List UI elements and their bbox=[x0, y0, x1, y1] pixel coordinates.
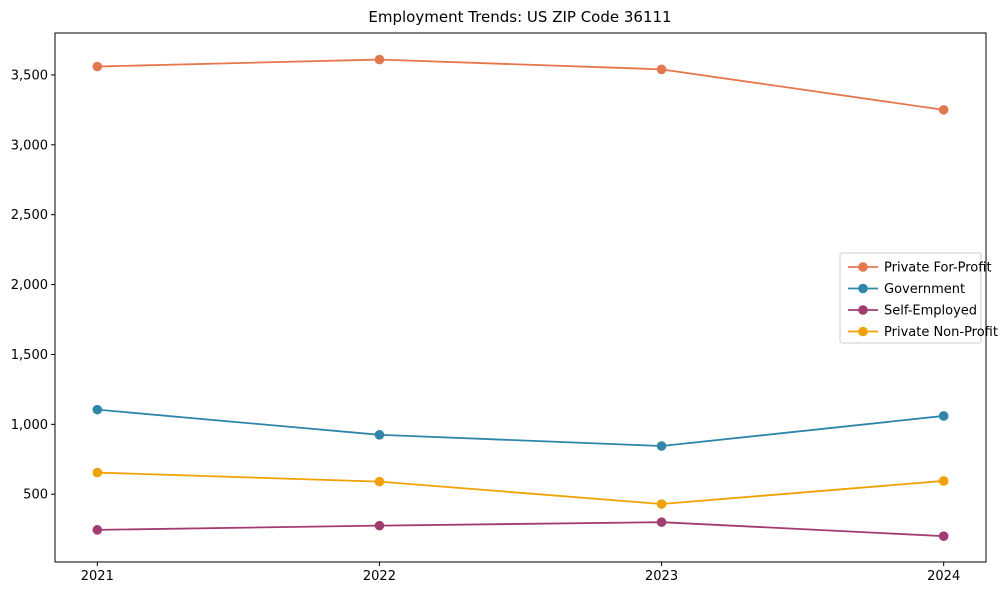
data-point bbox=[938, 411, 949, 421]
legend: Private For-Profit Government Self-Employe… bbox=[839, 252, 998, 344]
data-point bbox=[656, 441, 667, 451]
data-point bbox=[92, 404, 103, 415]
y-tick-label: 3,500 bbox=[11, 68, 48, 83]
data-point bbox=[374, 476, 385, 487]
data-point bbox=[374, 520, 385, 531]
legend-box bbox=[839, 252, 982, 344]
x-tick-label: 2023 bbox=[645, 569, 678, 584]
plot-series bbox=[92, 54, 949, 541]
legend-label: Self-Employed bbox=[884, 304, 977, 319]
data-point bbox=[938, 531, 949, 541]
legend-marker bbox=[858, 326, 868, 337]
legend-label: Government bbox=[884, 282, 965, 297]
data-point bbox=[374, 54, 385, 65]
legend-label: Private Non-Profit bbox=[884, 325, 998, 340]
data-point bbox=[938, 105, 949, 115]
series-line bbox=[97, 521, 944, 538]
data-point bbox=[92, 525, 103, 535]
y-tick-label: 500 bbox=[23, 488, 48, 503]
y-tick-label: 2,500 bbox=[11, 208, 48, 223]
y-axis: 500 1,000 1,500 2,000 2,500 3,000 3,500 bbox=[11, 68, 55, 503]
data-point bbox=[656, 517, 667, 527]
data-point bbox=[938, 476, 949, 486]
data-point bbox=[92, 61, 103, 72]
series-line bbox=[97, 471, 944, 505]
chart-title: Employment Trends: US ZIP Code 36111 bbox=[368, 8, 671, 26]
series-line bbox=[97, 408, 944, 447]
axes-box bbox=[54, 32, 987, 563]
y-tick-label: 3,000 bbox=[11, 138, 48, 153]
x-tick-label: 2021 bbox=[81, 569, 114, 584]
data-point bbox=[374, 430, 385, 440]
legend-marker bbox=[858, 262, 868, 272]
legend-label: Private For-Profit bbox=[884, 261, 992, 276]
y-tick-label: 1,000 bbox=[11, 418, 48, 433]
x-tick-label: 2022 bbox=[363, 569, 396, 584]
y-tick-label: 2,000 bbox=[11, 278, 48, 293]
plot-border bbox=[54, 32, 987, 563]
legend-marker bbox=[858, 283, 868, 294]
data-point bbox=[92, 467, 103, 478]
legend-marker bbox=[858, 305, 868, 315]
x-axis: 2021 2022 2023 2024 bbox=[81, 562, 960, 584]
y-tick-label: 1,500 bbox=[11, 348, 48, 363]
x-tick-label: 2024 bbox=[927, 569, 960, 584]
series-line bbox=[97, 58, 944, 111]
data-point bbox=[656, 499, 667, 509]
data-point bbox=[656, 64, 667, 75]
